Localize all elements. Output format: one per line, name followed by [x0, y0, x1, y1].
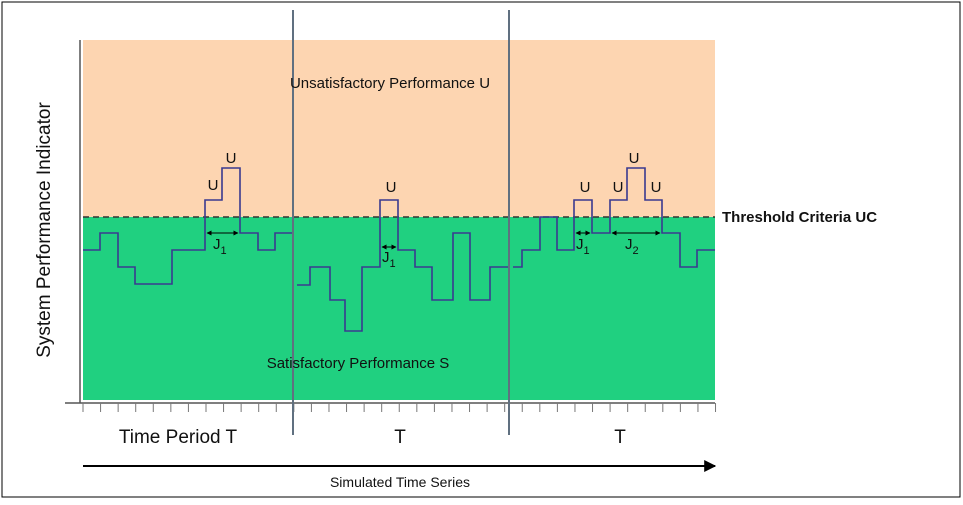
series-period-2: [297, 199, 509, 332]
j-label: J2: [625, 236, 639, 257]
series-period-1: [83, 167, 293, 285]
u-label: U: [651, 179, 662, 196]
u-label: U: [613, 179, 624, 196]
u-label: U: [226, 150, 237, 167]
j-label: J1: [382, 249, 396, 270]
y-axis-label: System Performance Indicator: [34, 102, 55, 358]
u-label: U: [629, 150, 640, 167]
j-subscript: 1: [221, 245, 227, 257]
j-arrows: [206, 230, 661, 250]
x-axis-label: Simulated Time Series: [330, 474, 470, 490]
performance-series: [83, 167, 715, 332]
j-subscript: 1: [390, 258, 396, 270]
x-ticks: [82, 403, 717, 412]
period-label: Time Period T: [119, 427, 238, 448]
j-letter: J: [213, 236, 221, 253]
series-period-3: [513, 167, 715, 268]
period-label: T: [614, 427, 626, 448]
unsatisfactory-region: [83, 40, 715, 217]
u-label: U: [580, 179, 591, 196]
u-label: U: [208, 177, 219, 194]
satisfactory-region: [83, 217, 715, 400]
j-label: J1: [213, 236, 227, 257]
threshold-label: Threshold Criteria UC: [722, 209, 877, 226]
j-label: J1: [576, 236, 590, 257]
j-subscript: 1: [584, 245, 590, 257]
j-subscript: 2: [633, 245, 639, 257]
j-letter: J: [576, 236, 584, 253]
j-letter: J: [625, 236, 633, 253]
period-label: T: [394, 427, 406, 448]
j-letter: J: [382, 249, 390, 266]
u-label: U: [386, 179, 397, 196]
region-label: Unsatisfactory Performance U: [290, 75, 490, 92]
region-label: Satisfactory Performance S: [267, 355, 450, 372]
